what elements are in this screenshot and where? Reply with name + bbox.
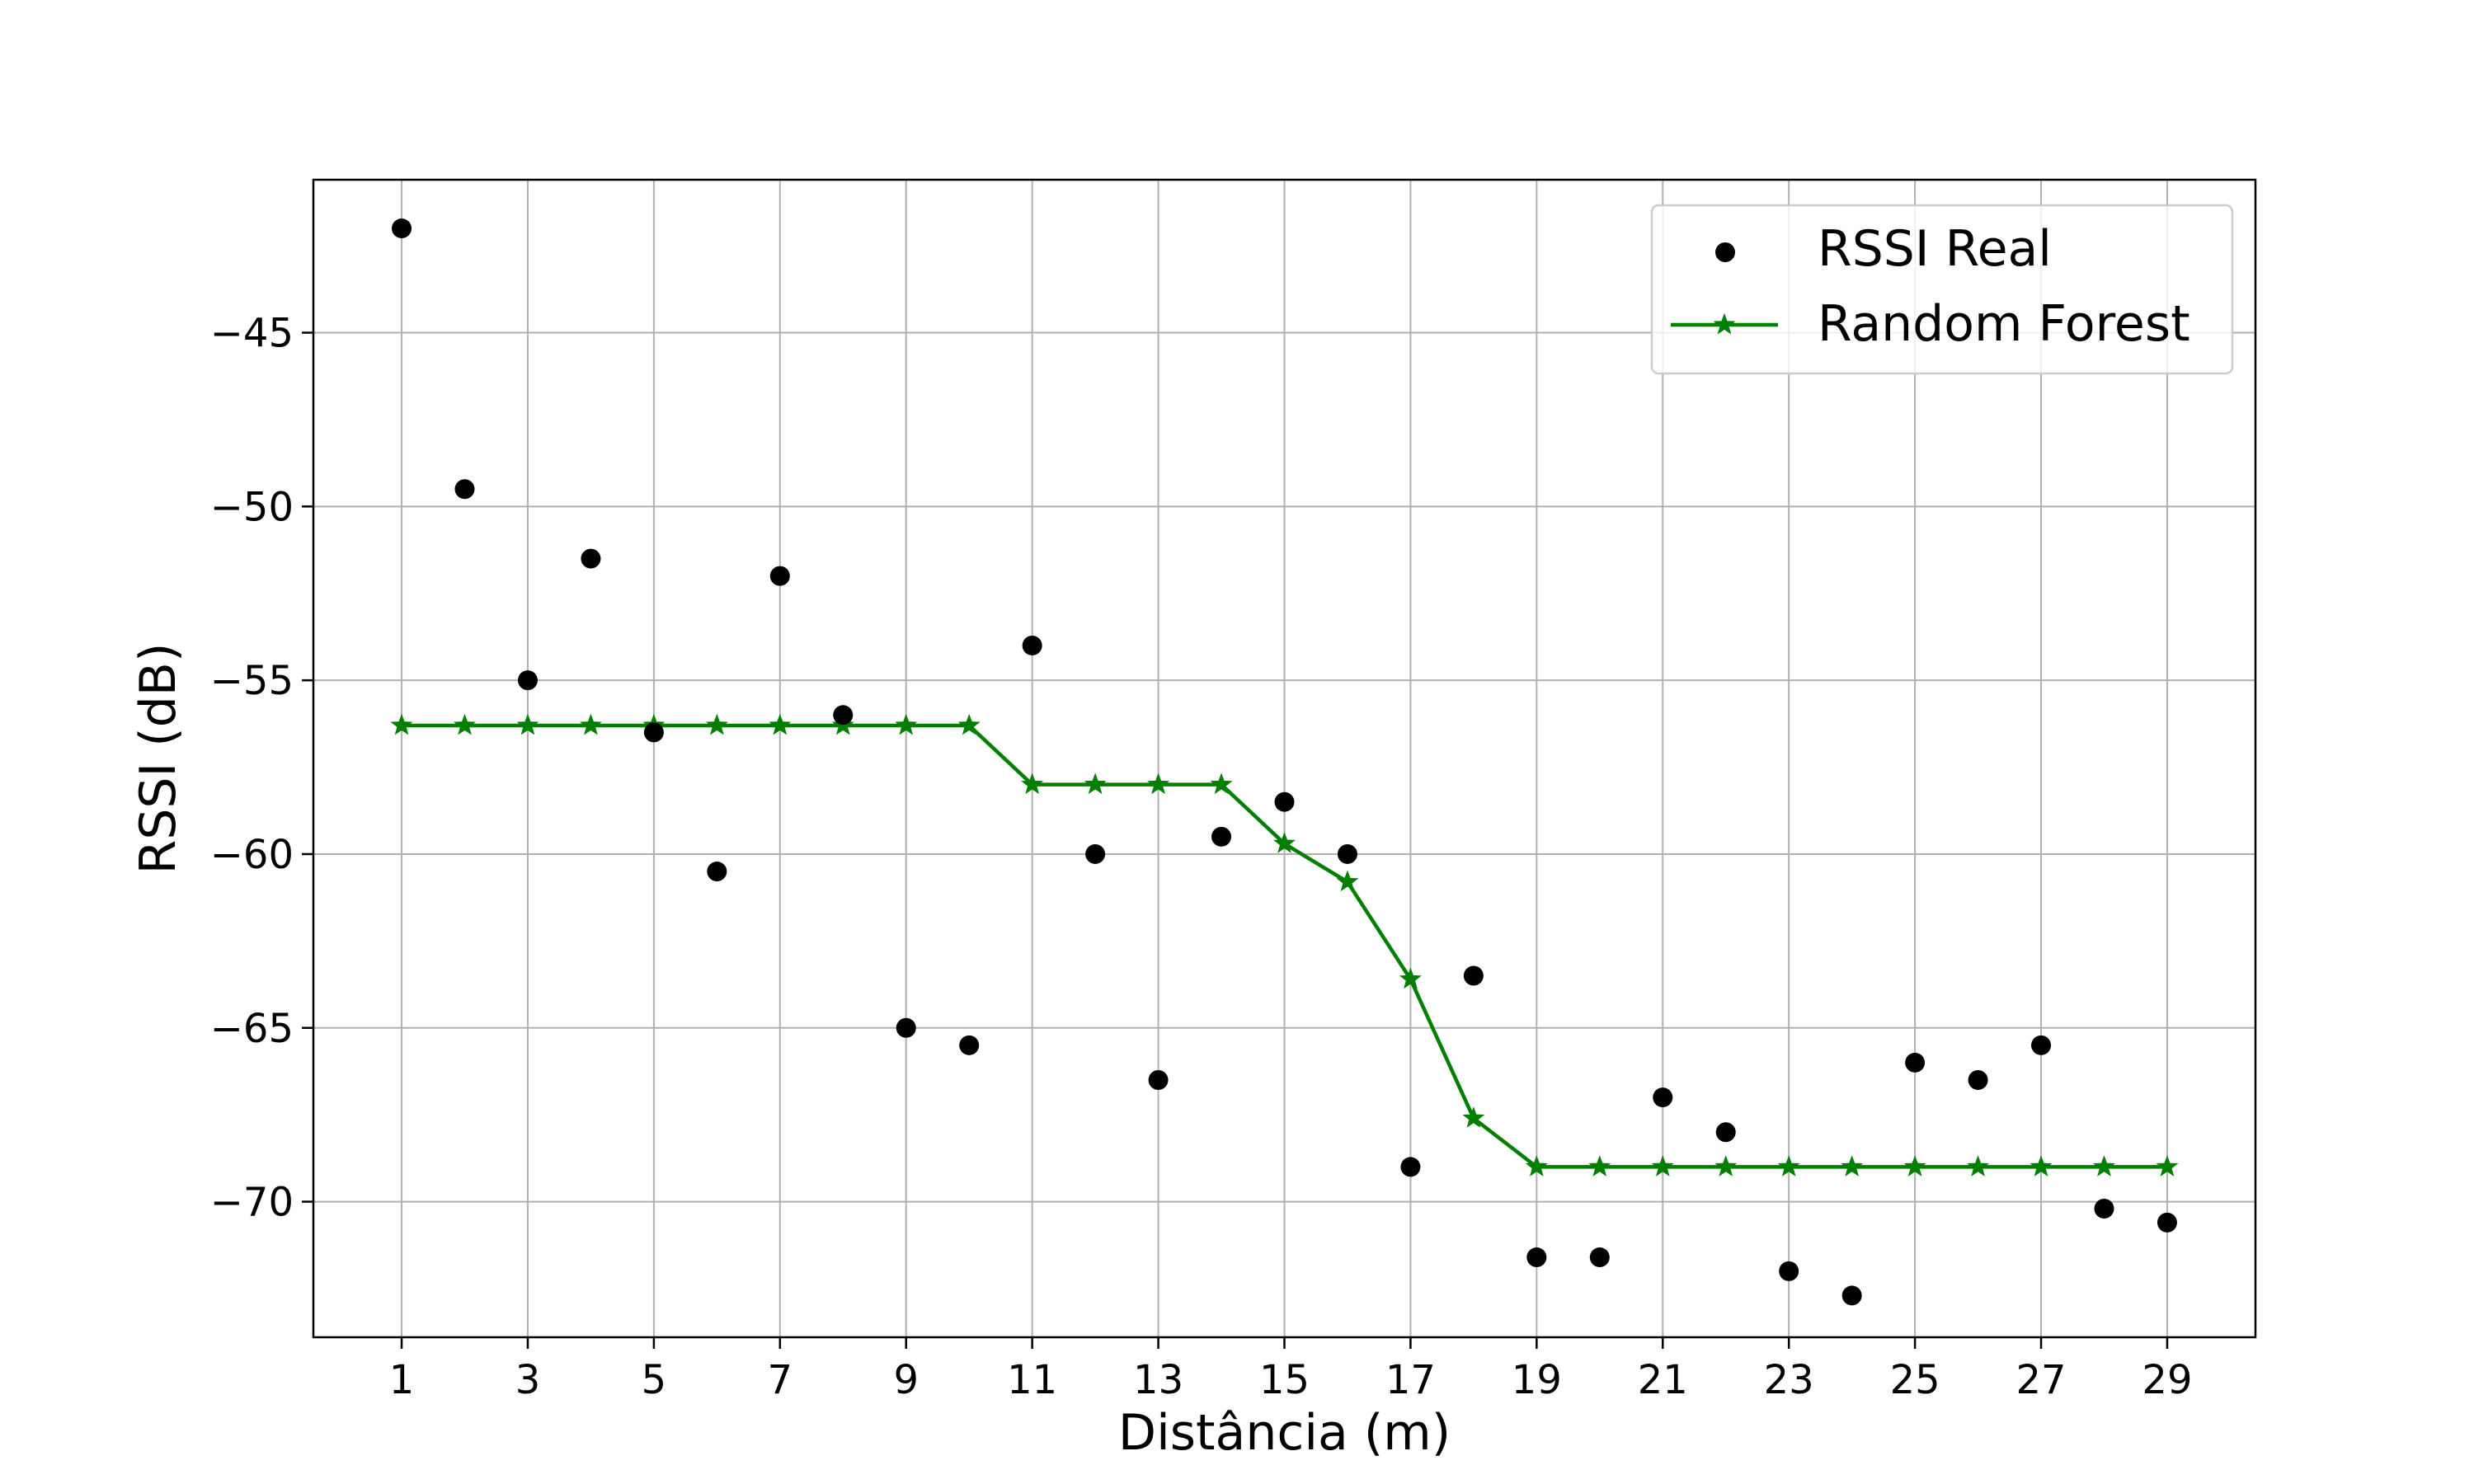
random-forest-marker bbox=[895, 713, 918, 735]
random-forest-marker bbox=[1588, 1155, 1611, 1176]
rssi-real-point bbox=[1211, 826, 1232, 847]
legend-label-rssi-real: RSSI Real bbox=[1818, 220, 2052, 278]
rssi-real-point bbox=[1653, 1087, 1673, 1108]
legend-marker-circle bbox=[1715, 242, 1735, 262]
random-forest-marker bbox=[1714, 1155, 1738, 1176]
random-forest-marker bbox=[1084, 773, 1107, 795]
random-forest-marker bbox=[1147, 773, 1170, 795]
legend-marker-star bbox=[1713, 312, 1736, 335]
random-forest-marker bbox=[390, 713, 413, 735]
random-forest-marker bbox=[516, 713, 539, 735]
rssi-real-point bbox=[833, 705, 854, 726]
rssi-real-point bbox=[1085, 843, 1106, 864]
rssi-real-point bbox=[896, 1017, 916, 1038]
random-forest-marker bbox=[1967, 1155, 1990, 1176]
random-forest-marker bbox=[957, 713, 981, 735]
x-tick-label: 7 bbox=[768, 1357, 793, 1403]
rssi-real-point bbox=[1841, 1285, 1862, 1306]
rssi-real-point bbox=[959, 1035, 980, 1055]
rssi-real-point bbox=[1337, 843, 1357, 864]
x-tick-label: 9 bbox=[893, 1357, 919, 1403]
legend-symbol-random-forest bbox=[1671, 312, 1778, 335]
rssi-real-point bbox=[2094, 1199, 2114, 1219]
y-tick-label: −45 bbox=[210, 311, 294, 357]
x-tick-label: 3 bbox=[515, 1357, 541, 1403]
y-tick-label: −70 bbox=[210, 1180, 294, 1226]
random-forest-marker bbox=[1273, 832, 1296, 853]
x-axis-title: Distância (m) bbox=[1118, 1404, 1451, 1462]
random-forest-marker bbox=[1841, 1155, 1864, 1176]
random-forest-marker bbox=[1210, 773, 1233, 795]
random-forest-marker bbox=[1462, 1106, 1485, 1128]
plot-area bbox=[390, 218, 2179, 1306]
random-forest-marker bbox=[454, 713, 476, 735]
legend: RSSI Real Random Forest bbox=[1650, 204, 2234, 375]
legend-symbol-rssi-real bbox=[1715, 242, 1735, 262]
x-tick-label: 5 bbox=[642, 1357, 667, 1403]
x-tick-label: 17 bbox=[1385, 1357, 1436, 1403]
y-tick-label: −55 bbox=[210, 658, 294, 704]
rssi-real-point bbox=[2157, 1212, 2177, 1233]
y-tick-label: −50 bbox=[210, 484, 294, 530]
random-forest-marker bbox=[1777, 1155, 1800, 1176]
rssi-real-point bbox=[454, 479, 475, 500]
random-forest-marker bbox=[1903, 1155, 1926, 1176]
x-tick-label: 19 bbox=[1512, 1357, 1562, 1403]
y-tick-label: −65 bbox=[210, 1006, 294, 1052]
rssi-real-point bbox=[1526, 1247, 1547, 1268]
random-forest-marker bbox=[1399, 967, 1422, 989]
rssi-real-point bbox=[1463, 965, 1484, 986]
rssi-real-point bbox=[581, 548, 601, 569]
rssi-real-point bbox=[1148, 1070, 1169, 1090]
random-forest-marker bbox=[1651, 1155, 1674, 1176]
rssi-real-point bbox=[769, 566, 790, 586]
rssi-real-point bbox=[1715, 1122, 1736, 1143]
rssi-real-point bbox=[392, 218, 412, 239]
random-forest-marker bbox=[579, 713, 602, 735]
rssi-real-point bbox=[1400, 1157, 1421, 1177]
rssi-real-point bbox=[1779, 1261, 1799, 1281]
x-tick-label: 13 bbox=[1133, 1357, 1183, 1403]
legend-label-random-forest: Random Forest bbox=[1818, 295, 2190, 353]
x-tick-label: 1 bbox=[389, 1357, 415, 1403]
y-axis-title: RSSI (dB) bbox=[129, 643, 187, 875]
x-tick-label: 23 bbox=[1764, 1357, 1814, 1403]
rssi-real-point bbox=[1905, 1052, 1926, 1073]
rssi-real-point bbox=[517, 670, 538, 691]
x-tick-label: 21 bbox=[1638, 1357, 1688, 1403]
x-tick-label: 11 bbox=[1007, 1357, 1057, 1403]
rssi-real-point bbox=[1274, 791, 1295, 812]
legend-box bbox=[1650, 204, 2234, 375]
x-tick-label: 29 bbox=[2142, 1357, 2192, 1403]
grid bbox=[313, 180, 2255, 1337]
rssi-real-point bbox=[643, 722, 664, 743]
rssi-real-point bbox=[1589, 1247, 1610, 1268]
ticks: 1 3 5 7 9 11 13 15 17 19 21 23 25 27 29−45−50−55−60−65… bbox=[210, 311, 2193, 1403]
rssi-real-point bbox=[1968, 1070, 1988, 1090]
rssi-real-point bbox=[1022, 635, 1042, 655]
random-forest-marker bbox=[1525, 1155, 1548, 1176]
y-tick-label: −60 bbox=[210, 832, 294, 878]
rssi-real-point bbox=[2031, 1035, 2052, 1055]
random-forest-marker bbox=[705, 713, 728, 735]
random-forest-marker bbox=[769, 713, 792, 735]
random-forest-marker bbox=[1021, 773, 1044, 795]
rssi-real-point bbox=[707, 862, 727, 882]
x-tick-label: 15 bbox=[1259, 1357, 1310, 1403]
random-forest-marker bbox=[2156, 1155, 2179, 1176]
random-forest-marker bbox=[1336, 870, 1359, 892]
x-tick-label: 25 bbox=[1890, 1357, 1940, 1403]
x-tick-label: 27 bbox=[2015, 1357, 2066, 1403]
random-forest-marker bbox=[2030, 1155, 2053, 1176]
random-forest-marker bbox=[2093, 1155, 2115, 1176]
